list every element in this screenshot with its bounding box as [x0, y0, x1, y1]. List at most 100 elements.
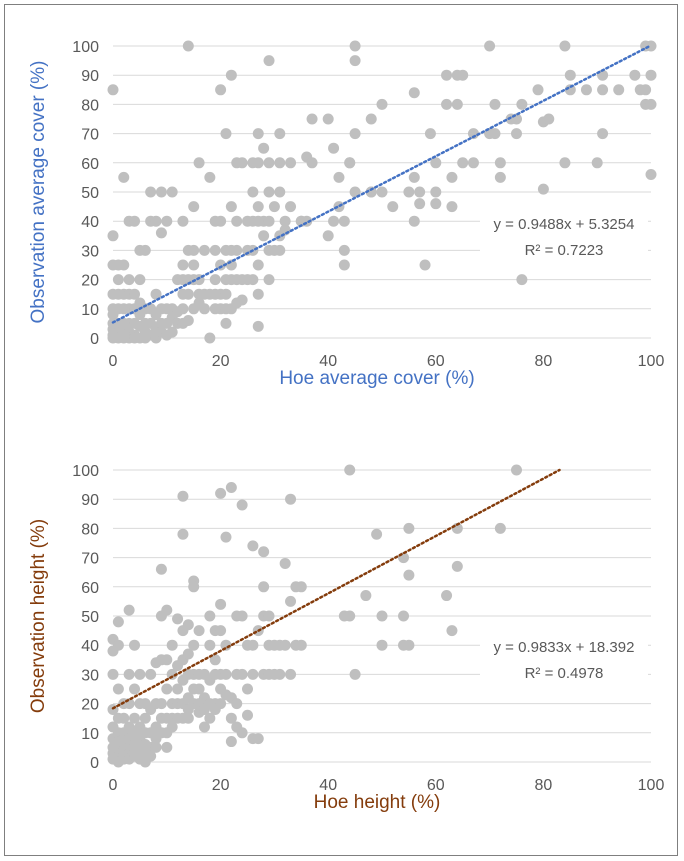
data-point [446, 625, 457, 636]
x-tick-label: 20 [212, 777, 230, 794]
data-point [377, 187, 388, 198]
y-tick-label: 20 [81, 697, 99, 714]
data-point [177, 260, 188, 271]
data-point [646, 169, 657, 180]
trendline [113, 46, 650, 322]
data-point [489, 99, 500, 110]
data-point [285, 669, 296, 680]
data-point [247, 540, 258, 551]
data-point [183, 41, 194, 52]
data-point [280, 640, 291, 651]
data-point [183, 619, 194, 630]
data-point [226, 260, 237, 271]
x-tick-label: 0 [109, 353, 118, 370]
data-point [274, 128, 285, 139]
y-tick-label: 0 [90, 755, 99, 772]
data-point [366, 114, 377, 125]
data-point [226, 482, 237, 493]
data-point [403, 187, 414, 198]
x-axis-title: Hoe average cover (%) [279, 368, 474, 389]
data-point [511, 114, 522, 125]
data-point [237, 500, 248, 511]
data-point [253, 289, 264, 300]
data-point [264, 216, 275, 227]
data-point [597, 84, 608, 95]
data-point [231, 698, 242, 709]
data-point [280, 224, 291, 235]
data-point [253, 128, 264, 139]
data-point [307, 157, 318, 168]
y-tick-label: 50 [81, 185, 99, 202]
data-point [253, 201, 264, 212]
data-point [446, 201, 457, 212]
data-point [220, 128, 231, 139]
x-tick-label: 20 [212, 353, 230, 370]
y-tick-label: 80 [81, 97, 99, 114]
chart-height: 01020304050607080901000 20 40 60 80 100y = 0.… [28, 463, 664, 813]
y-tick-label: 90 [81, 492, 99, 509]
data-point [188, 245, 199, 256]
data-point [377, 611, 388, 622]
data-point [328, 216, 339, 227]
data-point [108, 230, 119, 241]
data-point [210, 245, 221, 256]
data-point [646, 70, 657, 81]
data-point [204, 611, 215, 622]
trendline-r-squared: R² = 0.4978 [525, 665, 604, 682]
data-point [350, 41, 361, 52]
data-point [237, 295, 248, 306]
data-point [247, 640, 258, 651]
data-point [242, 684, 253, 695]
data-point [409, 87, 420, 98]
data-point [274, 245, 285, 256]
data-point [183, 289, 194, 300]
data-point [161, 654, 172, 665]
data-point [247, 187, 258, 198]
data-point [516, 274, 527, 285]
y-tick-label: 100 [72, 39, 99, 56]
data-point [253, 321, 264, 332]
data-point [274, 669, 285, 680]
data-point [430, 157, 441, 168]
data-point [296, 581, 307, 592]
data-point [339, 216, 350, 227]
data-point [194, 157, 205, 168]
y-tick-label: 50 [81, 609, 99, 626]
data-point [350, 128, 361, 139]
data-point [247, 669, 258, 680]
data-point [629, 70, 640, 81]
data-point [151, 742, 162, 753]
data-point [258, 143, 269, 154]
x-tick-label: 80 [535, 353, 553, 370]
data-point [215, 488, 226, 499]
x-tick-label: 100 [638, 353, 665, 370]
data-point [194, 625, 205, 636]
y-tick-label: 60 [81, 580, 99, 597]
data-point [409, 216, 420, 227]
data-point [124, 669, 135, 680]
data-point [231, 245, 242, 256]
data-point [511, 465, 522, 476]
data-point [489, 128, 500, 139]
x-tick-label: 80 [535, 777, 553, 794]
data-point [274, 187, 285, 198]
data-point [350, 669, 361, 680]
data-point [559, 157, 570, 168]
data-point [113, 684, 124, 695]
data-point [360, 590, 371, 601]
data-point [113, 274, 124, 285]
y-tick-label: 20 [81, 273, 99, 290]
x-tick-label: 0 [109, 777, 118, 794]
data-point [264, 157, 275, 168]
data-point [543, 114, 554, 125]
y-tick-label: 10 [81, 302, 99, 319]
data-point [441, 70, 452, 81]
data-point [188, 260, 199, 271]
data-point [452, 99, 463, 110]
data-point [118, 260, 129, 271]
data-point [167, 187, 178, 198]
data-point [226, 201, 237, 212]
data-point [134, 274, 145, 285]
data-point [484, 41, 495, 52]
data-point [398, 611, 409, 622]
